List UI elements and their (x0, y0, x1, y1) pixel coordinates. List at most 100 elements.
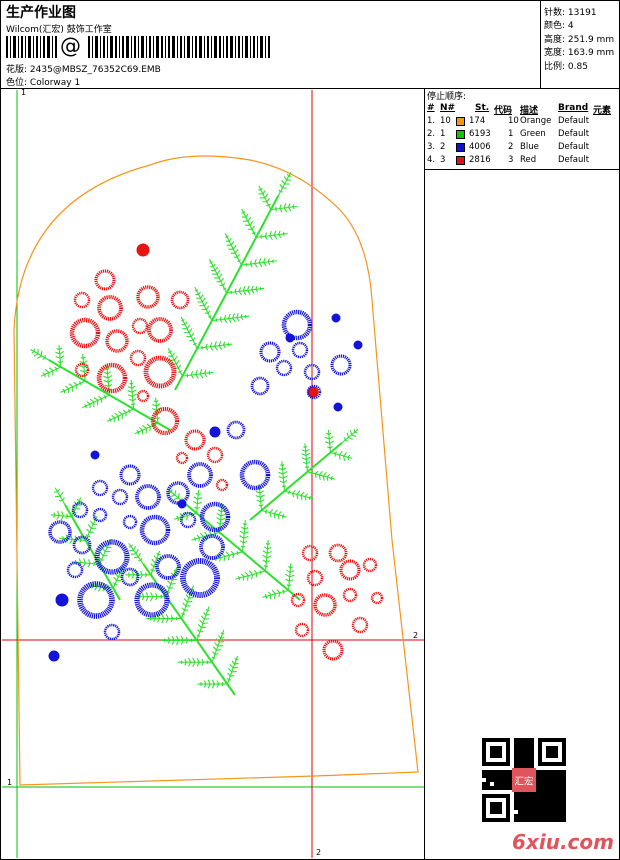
green-leaf (112, 565, 125, 589)
berry-ring (135, 484, 161, 510)
seq-row-desc: Green (520, 129, 546, 139)
frond-stem (249, 442, 343, 521)
green-leaf (60, 380, 86, 394)
seq-row-code: 3 (508, 155, 514, 165)
berry-ring (103, 623, 121, 641)
green-leaf (224, 233, 242, 266)
berry-ring (91, 479, 109, 497)
col-header-needle: N# (440, 103, 456, 113)
berry-dot (209, 426, 221, 438)
berry-ring (306, 569, 324, 587)
green-leaf (182, 369, 214, 379)
berry-ring (306, 384, 322, 400)
seq-row-brand: Default (558, 142, 590, 152)
berry-ring (322, 639, 344, 661)
berry-dot (177, 499, 187, 509)
green-leaf (40, 366, 62, 378)
sequence-title: 停止顺序: (427, 92, 467, 102)
green-leaf (307, 470, 336, 482)
berry-dot (90, 450, 100, 460)
green-leaf (235, 570, 266, 581)
green-leaf (285, 563, 295, 591)
green-leaf (167, 348, 183, 377)
seq-row-code: 1 (508, 129, 514, 139)
green-leaf (261, 509, 287, 520)
berry-ring (370, 591, 384, 605)
berry-ring (129, 349, 147, 367)
design-label: 花版: (6, 65, 28, 75)
green-leaf (330, 450, 353, 461)
berry-ring (281, 309, 313, 341)
berry-ring (351, 616, 369, 634)
green-leaf (71, 558, 100, 568)
seq-row-desc: Orange (520, 116, 552, 126)
berry-ring (155, 554, 181, 580)
seq-row-brand: Default (558, 129, 590, 139)
berry-ring (303, 363, 321, 381)
color-label: 色位: (6, 78, 28, 88)
berry-ring (206, 446, 224, 464)
green-leaf (30, 348, 50, 361)
color-swatch (456, 117, 465, 126)
green-leaf (165, 567, 178, 597)
green-leaf (146, 613, 182, 624)
seq-row-brand: Default (558, 116, 590, 126)
colorway-line: 色位: Colorway 1 (6, 75, 80, 88)
berry-ring (119, 464, 141, 486)
green-leaf (194, 286, 213, 321)
green-leaf (197, 679, 228, 689)
berry-ring (48, 520, 72, 544)
berry-dot (331, 313, 341, 323)
berry-ring (143, 355, 177, 389)
berry-ring (105, 329, 129, 353)
berry-ring (199, 534, 225, 560)
green-leaf (82, 394, 110, 409)
berry-dot (136, 243, 150, 257)
seq-row-needle: 10 (440, 116, 451, 126)
design-value: 2435@MBSZ_76352C69.EMB (29, 65, 161, 75)
berry-dot (285, 333, 295, 343)
green-leaf (262, 539, 272, 572)
seq-row-stitches: 4006 (469, 142, 491, 152)
seq-row-desc: Blue (520, 142, 539, 152)
berry-ring (72, 535, 92, 555)
berry-ring (131, 317, 149, 335)
green-leaf (262, 589, 289, 600)
green-leaf (324, 429, 334, 453)
stat-colors: 颜色: 4 (544, 21, 574, 31)
green-leaf (284, 490, 314, 501)
berry-ring (94, 539, 130, 575)
green-leaf (239, 520, 249, 552)
berry-ring (239, 459, 271, 491)
berry-ring (74, 362, 90, 378)
berry-ring (362, 557, 378, 573)
berry-ring (139, 514, 171, 546)
berry-ring (96, 362, 128, 394)
seq-row-code: 10 (508, 116, 519, 126)
berry-ring (330, 354, 352, 376)
seq-row-needle: 1 (440, 129, 446, 139)
color-swatch (456, 130, 465, 139)
green-leaf (177, 657, 213, 667)
green-leaf (54, 487, 66, 506)
stat-height: 高度: 251.9 mm (544, 35, 615, 45)
berry-ring (150, 406, 180, 436)
seq-row-stitches: 2816 (469, 155, 491, 165)
green-leaf (180, 316, 198, 349)
berry-ring (71, 501, 89, 519)
green-leaf (193, 489, 203, 514)
green-leaf (211, 629, 225, 663)
embroidery-canvas (2, 90, 424, 858)
seq-row-index: 2. (427, 129, 436, 139)
page-title: 生产作业图 (6, 5, 76, 21)
seq-row-needle: 3 (440, 155, 446, 165)
berry-ring (175, 451, 189, 465)
marker-1-top: 1 (21, 88, 27, 97)
berry-dot (55, 593, 69, 607)
berry-ring (187, 462, 213, 488)
berry-ring (97, 295, 123, 321)
berry-ring (166, 481, 190, 505)
berry-ring (259, 341, 281, 363)
marker-1-left: 1 (7, 778, 13, 787)
green-leaf (258, 185, 272, 210)
